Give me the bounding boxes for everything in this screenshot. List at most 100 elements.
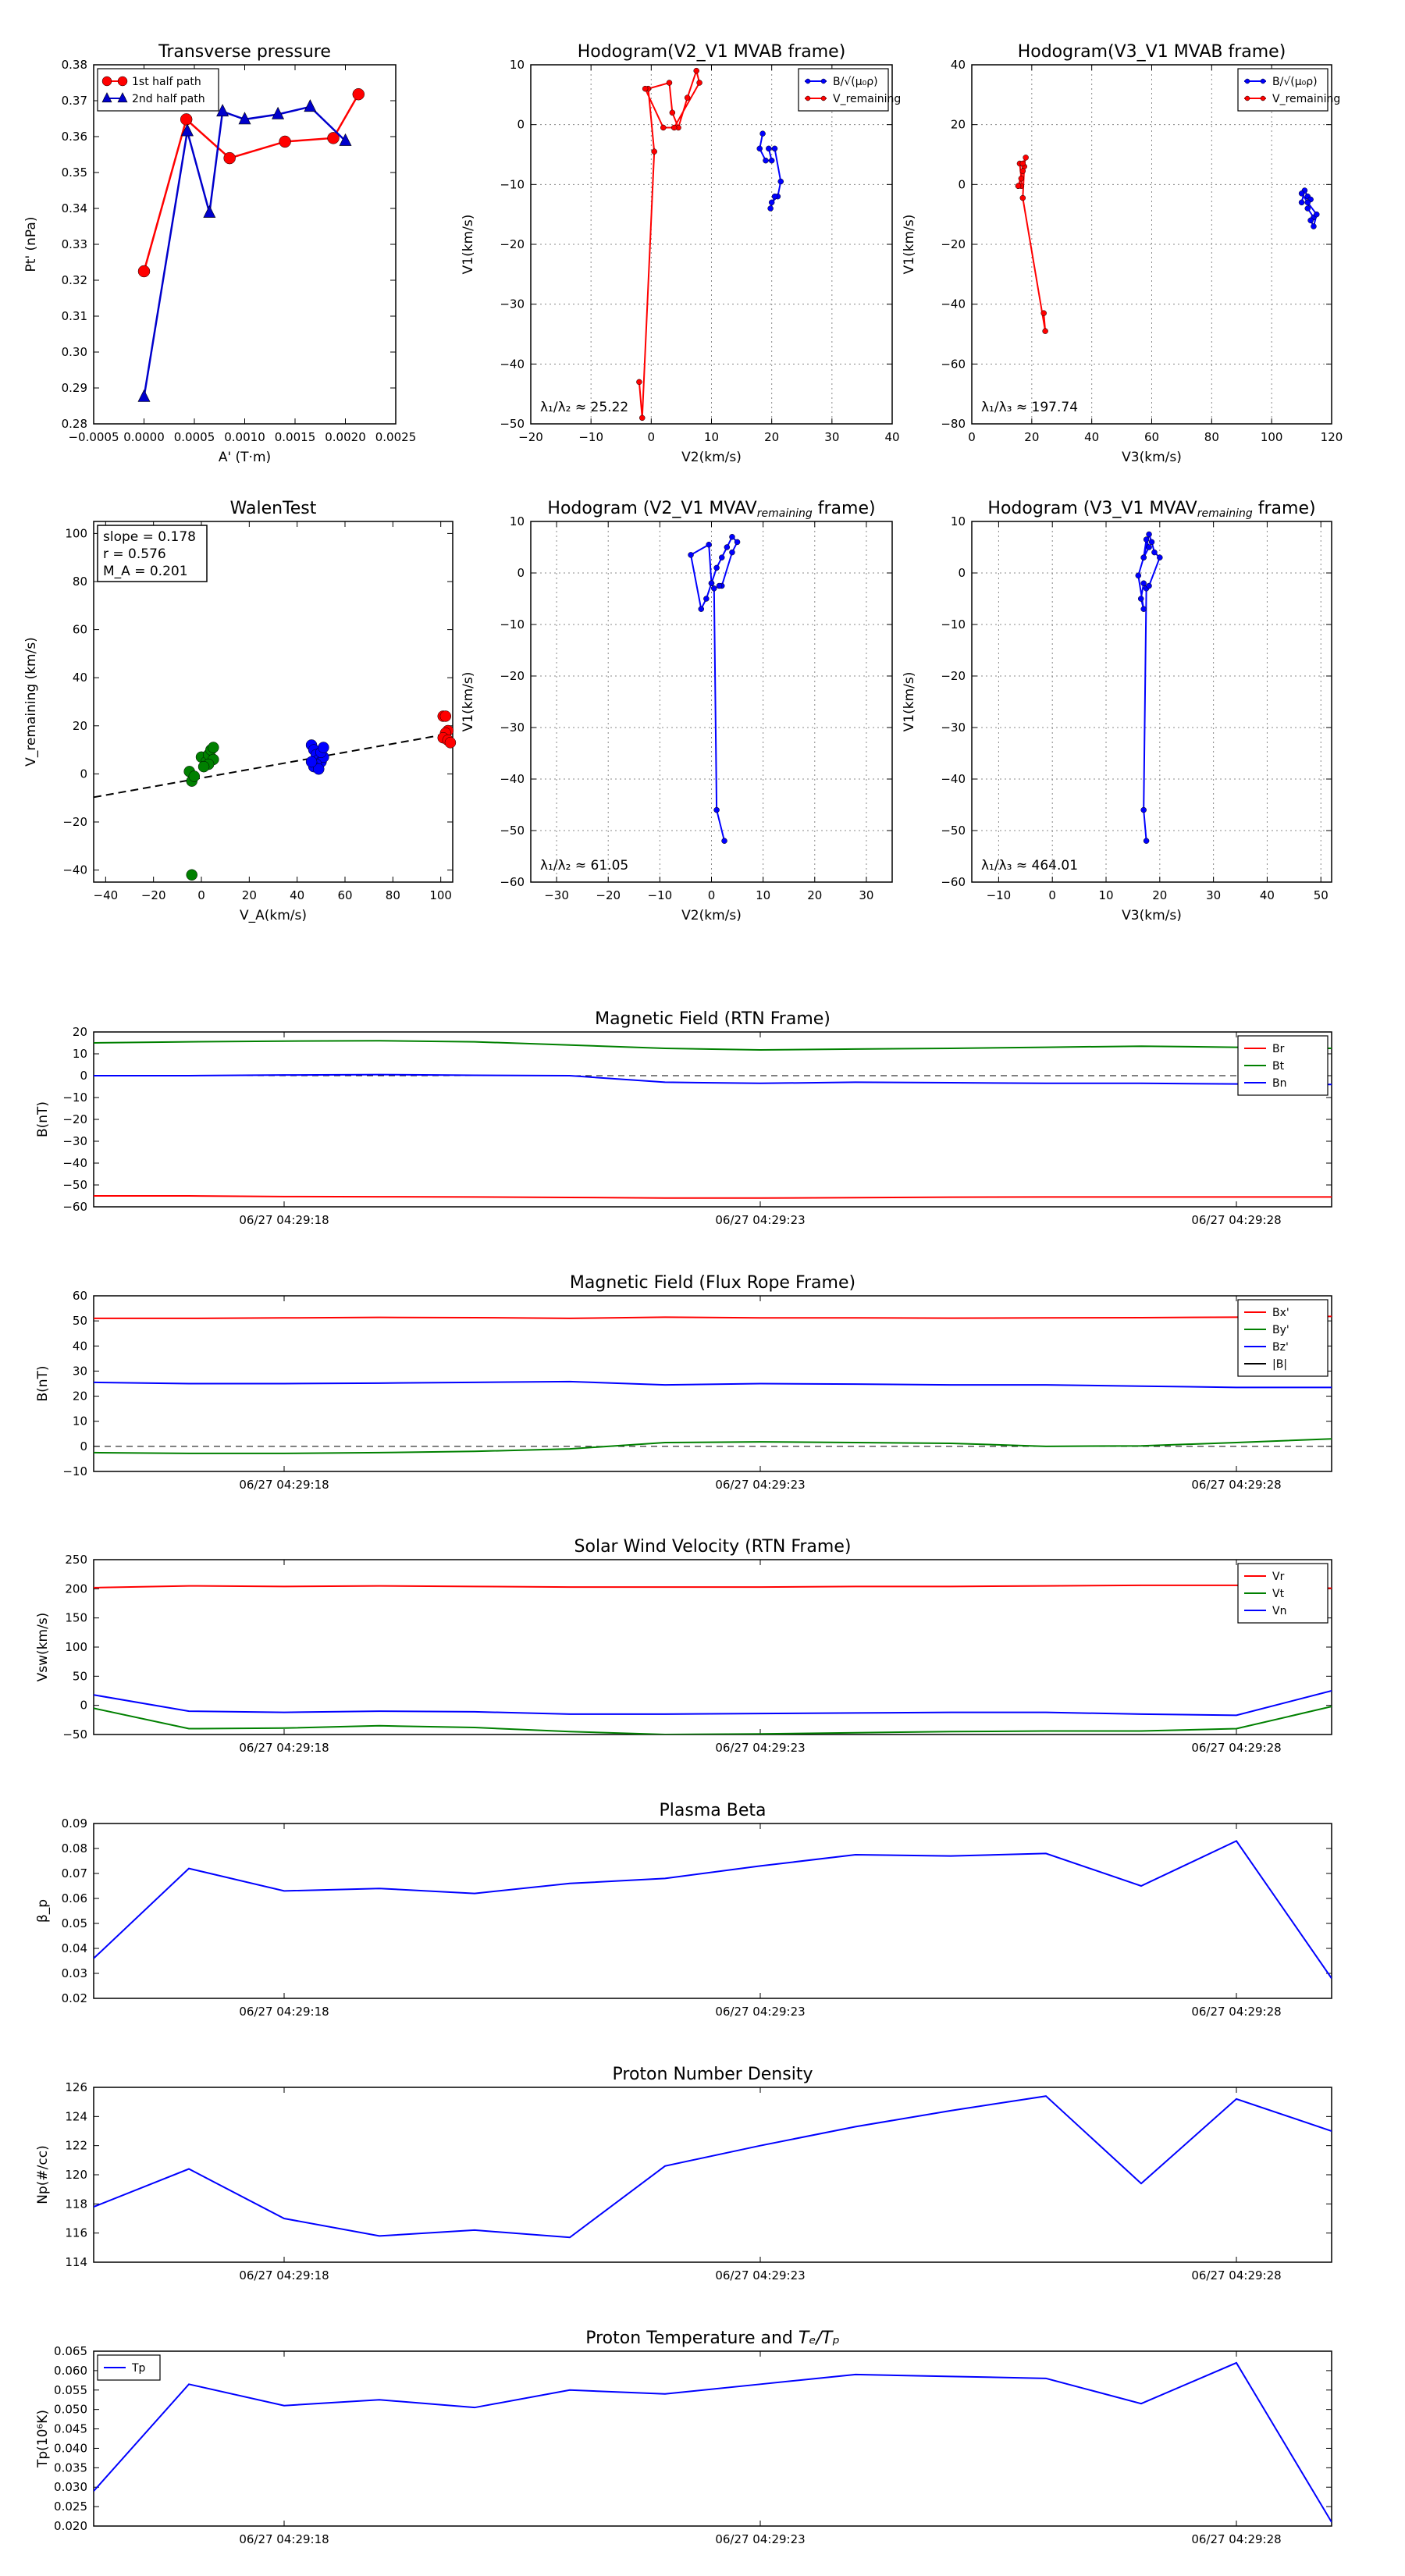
data-point: [1311, 223, 1317, 229]
series-line-0: [94, 1315, 1332, 1319]
data-point: [636, 379, 642, 386]
x-tick-label: 30: [824, 430, 839, 444]
data-point: [137, 389, 151, 402]
series-line-2: [94, 1380, 1332, 1389]
y-tick-label: −20: [941, 669, 966, 683]
legend-label: Tp: [131, 2362, 146, 2375]
y-tick-label: 0: [80, 1439, 87, 1453]
legend-marker: [820, 78, 827, 84]
plot-frame: [93, 2087, 1332, 2263]
data-point: [203, 205, 216, 218]
x-axis-label: V_A(km/s): [240, 908, 307, 923]
y-tick-label: 30: [73, 1364, 87, 1378]
title-end: frame): [813, 499, 876, 518]
data-point: [1304, 199, 1311, 206]
data-point: [768, 199, 775, 206]
x-tick-label: 0.0015: [275, 430, 316, 444]
y-tick-label: 20: [951, 118, 966, 132]
data-point: [1140, 580, 1147, 586]
x-tick-label: 06/27 04:29:18: [239, 2532, 329, 2546]
info-line: M_A = 0.201: [103, 564, 188, 579]
y-tick-label: 124: [65, 2109, 87, 2123]
data-point: [639, 415, 646, 422]
x-axis-label: V2(km/s): [681, 908, 742, 923]
y-tick-label: −10: [500, 617, 525, 632]
data-point: [688, 552, 694, 558]
title-subscript: remaining: [1197, 507, 1253, 520]
info-line: r = 0.576: [103, 546, 166, 562]
y-tick-label: −50: [62, 1727, 87, 1742]
data-point: [771, 145, 778, 152]
x-tick-label: 0.0020: [325, 430, 366, 444]
y-tick-label: 60: [73, 623, 87, 637]
data-point: [279, 135, 291, 148]
data-point: [1146, 544, 1152, 550]
legend-label: Br: [1272, 1043, 1285, 1055]
y-tick-label: 0.28: [62, 417, 87, 431]
y-tick-label: 40: [951, 58, 966, 72]
data-point: [756, 145, 763, 152]
x-tick-label: 06/27 04:29:23: [715, 1213, 805, 1227]
legend-label: Bn: [1272, 1077, 1286, 1090]
y-tick-label: 0.050: [54, 2403, 87, 2417]
data-point: [708, 580, 715, 586]
title-math: Tₑ/Tₚ: [799, 2329, 840, 2348]
y-tick-label: 0.33: [62, 237, 87, 251]
x-tick-label: 100: [429, 888, 452, 902]
data-point: [716, 582, 723, 589]
x-tick-label: 10: [704, 430, 719, 444]
chart-title: WalenTest: [230, 499, 317, 518]
plot-frame: [93, 1823, 1332, 1999]
legend-label: Bx': [1272, 1307, 1289, 1319]
y-tick-label: −20: [62, 815, 87, 829]
legend-marker: [117, 92, 128, 103]
x-tick-label: 06/27 04:29:28: [1191, 1741, 1281, 1755]
x-tick-label: 20: [1024, 430, 1039, 444]
chart-title: Solar Wind Velocity (RTN Frame): [574, 1537, 852, 1557]
y-tick-label: −50: [500, 824, 525, 838]
y-tick-label: 0.31: [62, 309, 87, 323]
x-tick-label: 40: [290, 888, 304, 902]
y-tick-label: 0.040: [54, 2441, 87, 2455]
y-tick-label: 0.055: [54, 2383, 87, 2397]
series-line-0: [94, 1584, 1332, 1589]
series-line-0: [94, 1195, 1332, 1199]
data-point: [777, 178, 784, 185]
data-point: [1140, 806, 1147, 813]
y-tick-label: 0: [80, 1069, 87, 1083]
legend-box: [97, 68, 219, 112]
data-point: [1143, 838, 1150, 844]
annotation-text: λ₁/λ₂ ≈ 25.22: [540, 400, 628, 415]
x-tick-label: 40: [1084, 430, 1099, 444]
x-tick-label: 100: [1261, 430, 1283, 444]
series-line-0: [143, 94, 360, 272]
data-point: [439, 710, 452, 722]
data-point: [137, 265, 151, 278]
data-point: [711, 585, 717, 592]
data-point: [272, 106, 285, 119]
x-tick-label: −30: [544, 888, 569, 902]
x-tick-label: −10: [648, 888, 673, 902]
data-point: [698, 606, 705, 612]
annotation-text: λ₁/λ₃ ≈ 197.74: [981, 400, 1078, 415]
x-tick-label: −10: [578, 430, 603, 444]
y-tick-label: 40: [73, 671, 87, 685]
y-tick-label: 10: [510, 514, 525, 528]
legend-marker: [117, 76, 128, 87]
chart-title: Hodogram(V2_V1 MVAB frame): [578, 42, 846, 62]
series-line-0: [94, 2361, 1332, 2523]
legend-marker: [805, 78, 811, 84]
x-tick-label: 120: [1321, 430, 1343, 444]
x-tick-label: 0: [708, 888, 716, 902]
x-tick-label: 0: [648, 430, 656, 444]
y-tick-label: 40: [73, 1339, 87, 1353]
y-tick-label: −10: [500, 177, 525, 191]
data-point: [724, 544, 731, 550]
data-point: [197, 760, 210, 773]
data-point: [1157, 554, 1163, 560]
data-point: [721, 838, 727, 844]
series-line-1: [143, 105, 347, 397]
legend-label: V_remaining: [833, 93, 901, 105]
x-tick-label: 06/27 04:29:23: [715, 1478, 805, 1492]
